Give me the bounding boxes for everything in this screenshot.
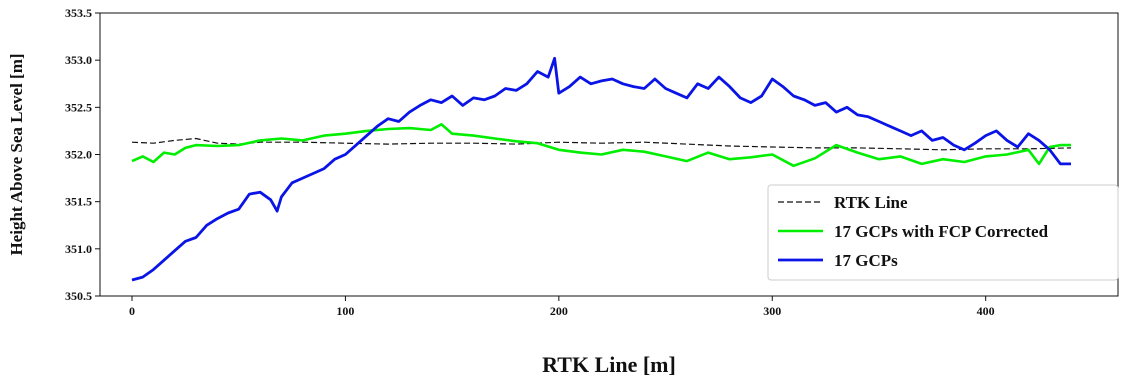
x-axis-title: RTK Line [m] <box>542 352 676 377</box>
legend-label-1: RTK Line <box>834 193 908 212</box>
x-tick-label: 300 <box>763 304 781 318</box>
y-axis-title: Height Above Sea Level [m] <box>7 53 26 255</box>
x-axis-ticks: 0 100 200 300 400 <box>129 296 995 318</box>
y-tick-label: 352.5 <box>65 100 92 114</box>
y-axis-ticks: 350.5 351.0 351.5 352.0 352.5 353.0 353.5 <box>65 6 100 303</box>
legend-box <box>767 184 1119 281</box>
y-tick-label: 353.5 <box>65 6 92 20</box>
chart-legend: RTK Line 17 GCPs with FCP Corrected 17 GCP… <box>767 184 1119 281</box>
x-tick-label: 200 <box>550 304 568 318</box>
y-tick-label: 353.0 <box>65 53 92 67</box>
y-tick-label: 351.0 <box>65 242 92 256</box>
series-layer <box>131 56 1072 282</box>
x-tick-label: 100 <box>336 304 354 318</box>
y-tick-label: 352.0 <box>65 148 92 162</box>
series-line-3 <box>131 56 1071 282</box>
x-tick-label: 400 <box>977 304 995 318</box>
series-line-2 <box>131 123 1071 168</box>
x-tick-label: 0 <box>129 304 135 318</box>
y-tick-label: 351.5 <box>65 195 92 209</box>
legend-label-2: 17 GCPs with FCP Corrected <box>834 222 1049 241</box>
y-tick-label: 350.5 <box>65 289 92 303</box>
legend-label-3: 17 GCPs <box>834 251 898 270</box>
